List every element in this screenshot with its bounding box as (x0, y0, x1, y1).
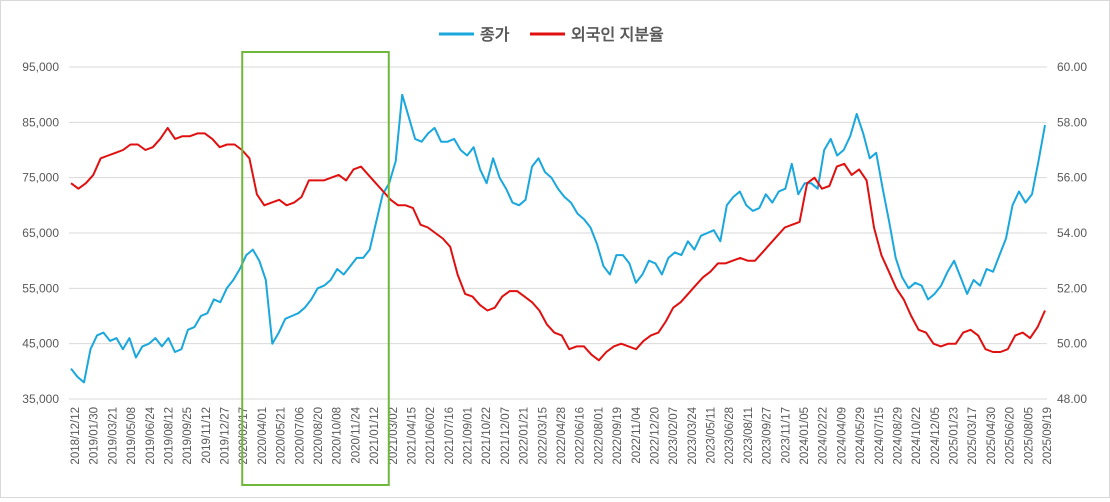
right-tick-label: 58.00 (1057, 115, 1087, 129)
x-tick-label: 2025/06/20 (1005, 407, 1017, 465)
x-tick-label: 2021/04/15 (406, 407, 418, 465)
x-tick-label: 2025/08/05 (1023, 407, 1035, 465)
x-tick-label: 2023/03/24 (687, 406, 699, 464)
x-tick-label: 2018/12/12 (70, 407, 82, 465)
x-tick-label: 2022/12/20 (649, 407, 661, 465)
legend-label: 외국인 지분율 (571, 26, 664, 44)
x-tick-label: 2022/01/21 (519, 407, 531, 465)
x-tick-label: 2022/04/28 (556, 407, 568, 465)
right-tick-label: 52.00 (1057, 281, 1087, 295)
left-tick-label: 95,000 (22, 60, 59, 74)
x-tick-label: 2020/08/20 (313, 407, 325, 465)
x-tick-label: 2021/03/02 (388, 407, 400, 465)
x-tick-label: 2020/07/06 (294, 407, 306, 465)
x-tick-label: 2021/10/22 (481, 407, 493, 465)
x-tick-label: 2022/08/01 (593, 407, 605, 465)
legend: 종가 외국인 지분율 (439, 26, 664, 44)
x-tick-label: 2024/05/29 (855, 407, 867, 465)
highlight-box (241, 51, 390, 486)
x-tick-label: 2022/03/15 (537, 407, 549, 465)
right-tick-label: 54.00 (1057, 226, 1087, 240)
right-axis-ticks: 48.00 50.00 52.00 54.00 56.00 58.00 60.00 (1057, 60, 1087, 406)
x-tick-label: 2022/11/04 (631, 406, 643, 463)
x-tick-label: 2024/10/22 (911, 407, 923, 465)
x-tick-label: 2020/04/01 (257, 407, 269, 465)
x-axis-ticks: 2018/12/12 2019/01/30 2019/03/21 2019/05/08… (70, 406, 1054, 464)
x-tick-label: 2023/05/11 (706, 407, 718, 464)
x-tick-label: 2022/06/16 (575, 407, 587, 465)
left-tick-label: 85,000 (22, 115, 59, 129)
left-tick-label: 45,000 (22, 337, 59, 351)
x-tick-label: 2022/09/19 (612, 407, 624, 465)
left-axis-ticks: 35,000 45,000 55,000 65,000 75,000 85,000 95,0… (22, 60, 59, 406)
x-tick-label: 2019/11/12 (201, 407, 213, 464)
x-tick-label: 2020/02/17 (238, 407, 250, 465)
x-tick-label: 2021/06/02 (425, 407, 437, 465)
right-tick-label: 48.00 (1057, 392, 1087, 406)
x-tick-label: 2021/07/16 (444, 407, 456, 465)
x-tick-label: 2019/03/21 (107, 407, 119, 465)
x-tick-label: 2020/05/21 (276, 407, 288, 465)
x-tick-label: 2020/10/08 (332, 407, 344, 465)
x-tick-label: 2025/03/17 (967, 407, 979, 465)
x-tick-label: 2019/08/12 (163, 407, 175, 465)
series-line-foreign-ownership (70, 126, 1046, 362)
x-tick-label: 2024/01/05 (799, 407, 811, 465)
x-tick-label: 2019/12/27 (220, 407, 232, 465)
left-tick-label: 55,000 (22, 281, 59, 295)
x-tick-label: 2024/08/29 (892, 407, 904, 465)
series-line-close-price (70, 93, 1046, 384)
x-tick-label: 2020/11/24 (350, 406, 362, 463)
annotation-layer (241, 51, 390, 486)
legend-label: 종가 (480, 26, 510, 44)
x-tick-label: 2024/07/15 (874, 407, 886, 465)
x-tick-label: 2021/09/01 (463, 407, 475, 465)
x-tick-label: 2021/12/07 (500, 407, 512, 465)
x-tick-label: 2019/01/30 (89, 407, 101, 465)
x-tick-label: 2025/09/19 (1042, 407, 1054, 465)
x-tick-label: 2024/12/05 (930, 407, 942, 465)
right-tick-label: 56.00 (1057, 171, 1087, 185)
x-tick-label: 2021/01/12 (369, 407, 381, 465)
x-tick-label: 2024/02/22 (818, 407, 830, 465)
x-tick-label: 2025/04/30 (986, 407, 998, 465)
right-tick-label: 60.00 (1057, 60, 1087, 74)
x-tick-label: 2025/01/23 (949, 407, 961, 465)
gridlines (69, 66, 1047, 400)
left-tick-label: 35,000 (22, 392, 59, 406)
x-tick-label: 2019/05/08 (126, 407, 138, 465)
left-tick-label: 65,000 (22, 226, 59, 240)
x-tick-label: 2019/06/24 (145, 406, 157, 464)
x-tick-label: 2024/04/09 (836, 407, 848, 465)
right-tick-label: 50.00 (1057, 337, 1087, 351)
x-tick-label: 2023/02/07 (668, 407, 680, 465)
series-layer (70, 93, 1046, 384)
left-tick-label: 75,000 (22, 171, 59, 185)
x-tick-label: 2023/08/11 (743, 407, 755, 464)
x-tick-label: 2019/09/25 (182, 407, 194, 465)
x-tick-label: 2023/09/27 (762, 407, 774, 465)
x-tick-label: 2023/06/28 (724, 407, 736, 465)
x-tick-label: 2023/11/17 (780, 407, 792, 464)
